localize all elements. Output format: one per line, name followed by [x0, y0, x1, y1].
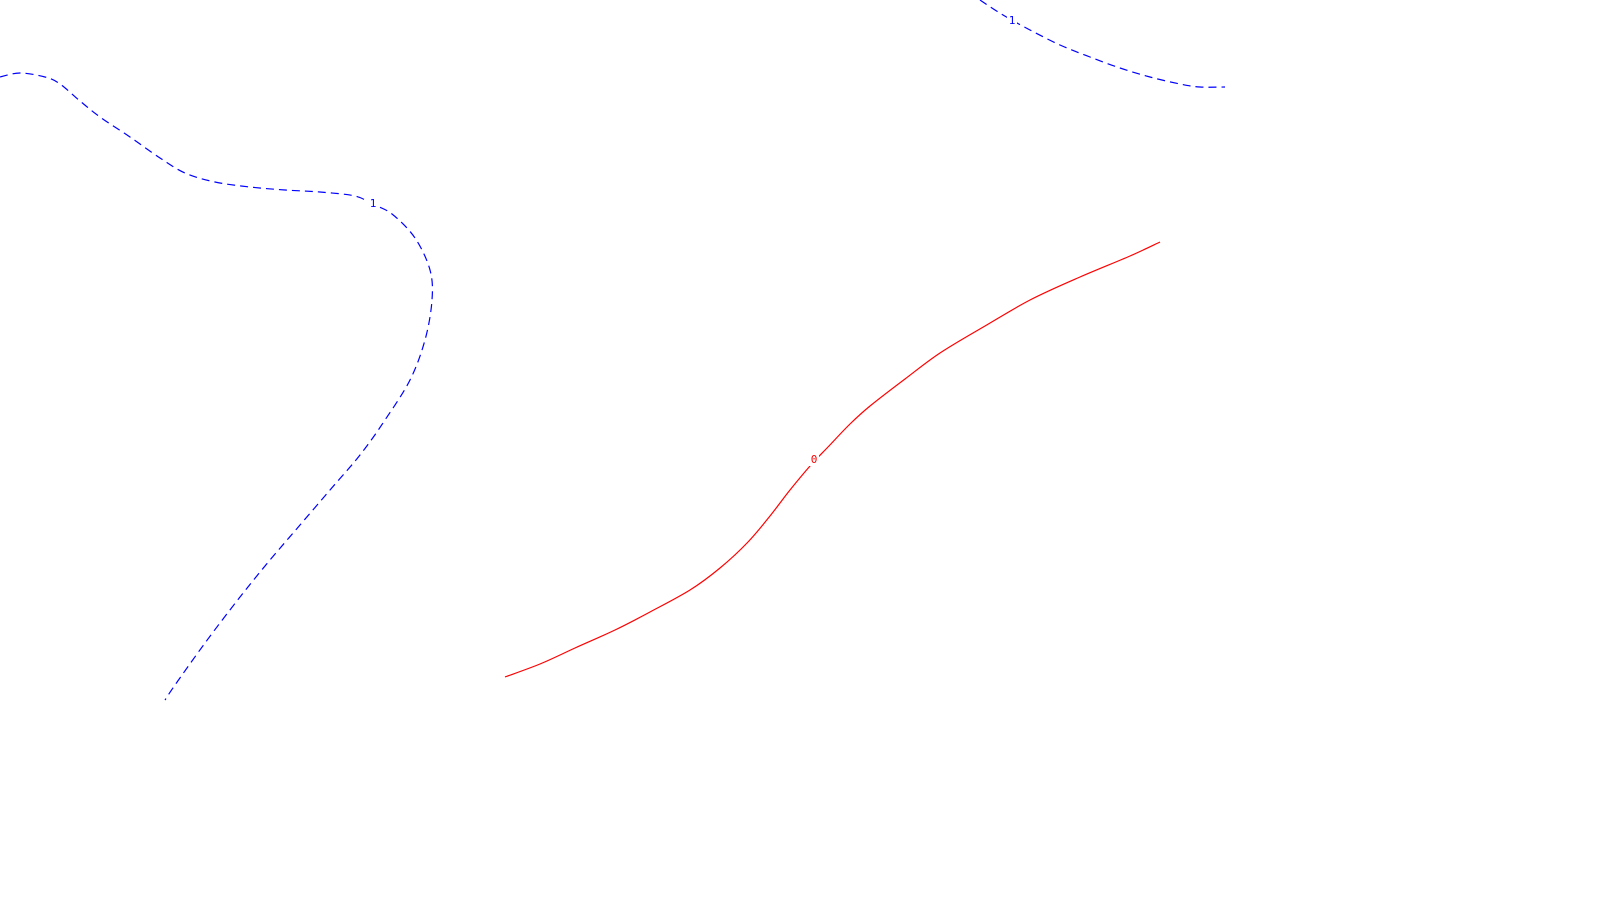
contour-labels: 1 1 0 [368, 14, 1017, 466]
contour-line-level-1-1 [0, 72, 434, 701]
contour-label-background [1007, 15, 1017, 27]
contour-label-level-1: 1 [370, 197, 377, 210]
contour-label-level-1: 1 [1009, 14, 1016, 27]
contour-lines [0, 0, 1226, 701]
contour-line-level-0-1 [504, 241, 1161, 678]
contour-label-level-0: 0 [811, 453, 818, 466]
contour-label-background [809, 454, 819, 466]
contour-line-level-1-2 [979, 0, 1226, 88]
contour-label-background [368, 198, 378, 210]
